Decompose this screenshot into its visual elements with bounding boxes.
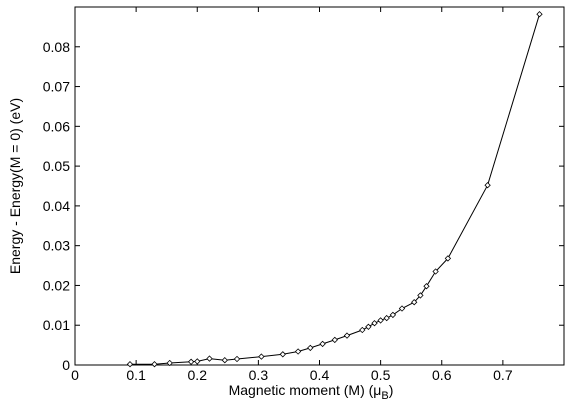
data-point-marker <box>187 358 195 365</box>
x-tick-label: 0.3 <box>249 367 269 383</box>
data-point-marker <box>166 359 173 367</box>
x-tick-label: 0.6 <box>432 367 452 383</box>
y-axis-title: Energy - Energy(M = 0) (eV) <box>7 98 23 274</box>
data-point-marker <box>536 11 543 18</box>
series-markers <box>126 11 543 368</box>
data-point-marker <box>484 182 491 189</box>
data-point-marker <box>233 355 241 363</box>
data-point-marker <box>151 361 158 368</box>
data-point-marker <box>423 283 430 290</box>
x-tick-labels: 0 0.1 0.2 0.3 0.4 0.5 0.6 0.7 <box>71 367 513 383</box>
data-point-marker <box>294 348 302 355</box>
data-point-marker <box>417 292 424 299</box>
x-axis-title: Magnetic moment (M) (μB) <box>229 382 394 401</box>
data-point-marker <box>383 314 390 322</box>
data-point-marker <box>206 355 213 362</box>
y-tick-label: 0.01 <box>43 317 70 333</box>
x-tick-label: 0.7 <box>493 367 513 383</box>
data-point-marker <box>319 340 326 348</box>
y-tick-label: 0.06 <box>43 118 70 134</box>
y-tick-label: 0.03 <box>43 238 70 254</box>
data-point-marker <box>389 311 397 319</box>
axis-ticks <box>74 7 564 366</box>
y-tick-label: 0 <box>62 357 70 373</box>
data-point-marker <box>331 336 338 344</box>
data-point-marker <box>398 305 406 312</box>
data-point-marker <box>365 323 372 330</box>
data-point-marker <box>279 351 286 358</box>
y-tick-label: 0.07 <box>43 79 70 95</box>
y-tick-label: 0.05 <box>43 158 70 174</box>
data-point-marker <box>343 332 351 339</box>
y-tick-label: 0.02 <box>43 277 70 293</box>
data-point-marker <box>221 357 228 364</box>
x-tick-label: 0.2 <box>188 367 208 383</box>
plot-frame <box>74 6 565 366</box>
data-point-marker <box>411 299 418 306</box>
data-point-marker <box>432 268 439 275</box>
y-tick-label: 0.08 <box>43 39 70 55</box>
x-tick-label: 0.5 <box>371 367 391 383</box>
y-tick-labels: 0 0.01 0.02 0.03 0.04 0.05 0.06 0.07 0.08 <box>43 39 70 373</box>
data-point-marker <box>126 361 134 368</box>
x-tick-label: 0.4 <box>310 367 330 383</box>
data-point-marker <box>359 326 366 334</box>
x-tick-label: 0.1 <box>126 367 146 383</box>
y-tick-label: 0.04 <box>43 198 70 214</box>
data-point-marker <box>307 344 314 352</box>
data-point-marker <box>258 353 265 360</box>
data-point-marker <box>444 255 452 262</box>
data-point-marker <box>371 320 378 327</box>
series-line <box>130 14 540 365</box>
data-point-marker <box>194 358 201 365</box>
x-tick-label: 0 <box>71 367 79 383</box>
data-point-marker <box>377 317 384 324</box>
